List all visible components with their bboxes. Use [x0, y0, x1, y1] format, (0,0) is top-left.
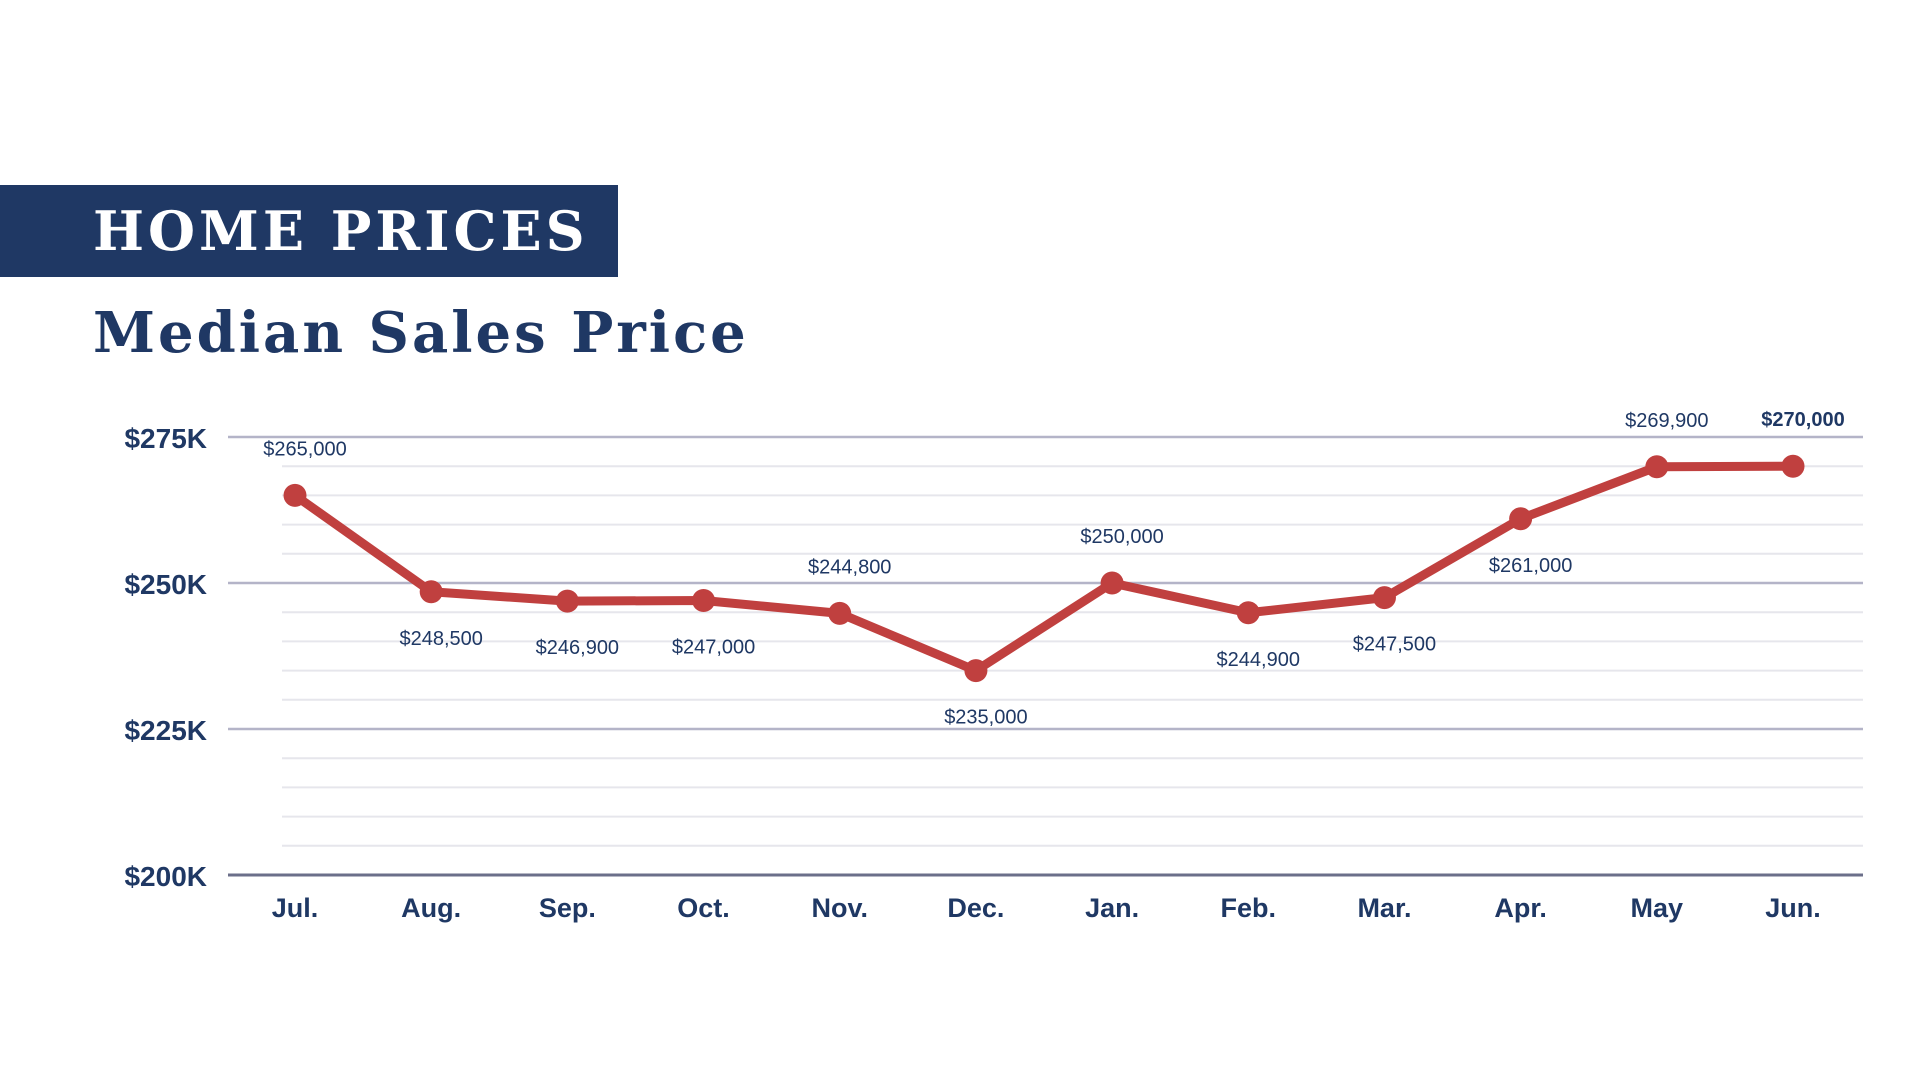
data-label: $246,900 — [536, 637, 619, 659]
grid-layer — [228, 435, 1863, 877]
x-tick-label: Dec. — [947, 893, 1004, 923]
data-point — [283, 483, 307, 507]
data-point — [1781, 454, 1805, 478]
x-tick-label: May — [1631, 893, 1684, 923]
data-label: $244,900 — [1217, 649, 1300, 671]
x-tick-label: Mar. — [1357, 893, 1411, 923]
data-point — [1372, 586, 1396, 610]
data-label: $244,800 — [808, 556, 891, 578]
chart-subtitle: Median Sales Price — [93, 300, 749, 366]
data-point — [828, 601, 852, 625]
x-tick-label: Feb. — [1221, 893, 1277, 923]
x-tick-label: Apr. — [1494, 893, 1547, 923]
data-point — [964, 659, 988, 683]
series-layer — [283, 454, 1805, 683]
y-tick-label: $200K — [124, 861, 207, 892]
title-banner: HOME PRICES — [0, 185, 618, 277]
axis-layer: $200K $225K $250K $275K Jul. Aug. Sep. Oct. Nov.… — [124, 423, 1820, 923]
data-label: $247,500 — [1353, 634, 1436, 656]
x-tick-label: Nov. — [811, 893, 868, 923]
data-label: $269,900 — [1625, 410, 1708, 432]
y-tick-label: $275K — [124, 423, 207, 454]
data-label: $235,000 — [944, 707, 1027, 729]
data-label: $261,000 — [1489, 555, 1572, 577]
y-tick-label: $225K — [124, 715, 207, 746]
data-point — [692, 589, 716, 613]
x-tick-label: Sep. — [539, 893, 596, 923]
label-layer: $265,000 $248,500 $246,900 $247,000 $244,800… — [263, 409, 1844, 728]
data-label: $250,000 — [1080, 526, 1163, 548]
data-point — [1645, 455, 1669, 479]
data-point — [555, 589, 579, 613]
x-tick-label: Aug. — [401, 893, 461, 923]
x-tick-label: Jan. — [1085, 893, 1139, 923]
data-label: $248,500 — [399, 628, 482, 650]
data-point — [1509, 507, 1533, 531]
data-point — [1100, 571, 1124, 595]
series-line — [290, 461, 1798, 676]
x-tick-label: Jun. — [1765, 893, 1821, 923]
data-label: $270,000 — [1761, 409, 1844, 431]
y-tick-label: $250K — [124, 569, 207, 600]
x-tick-label: Jul. — [272, 893, 319, 923]
data-point — [419, 580, 443, 604]
data-point — [1236, 601, 1260, 625]
data-label: $265,000 — [263, 438, 346, 460]
data-label: $247,000 — [672, 637, 755, 659]
banner-title: HOME PRICES — [93, 199, 589, 263]
x-tick-label: Oct. — [677, 893, 730, 923]
